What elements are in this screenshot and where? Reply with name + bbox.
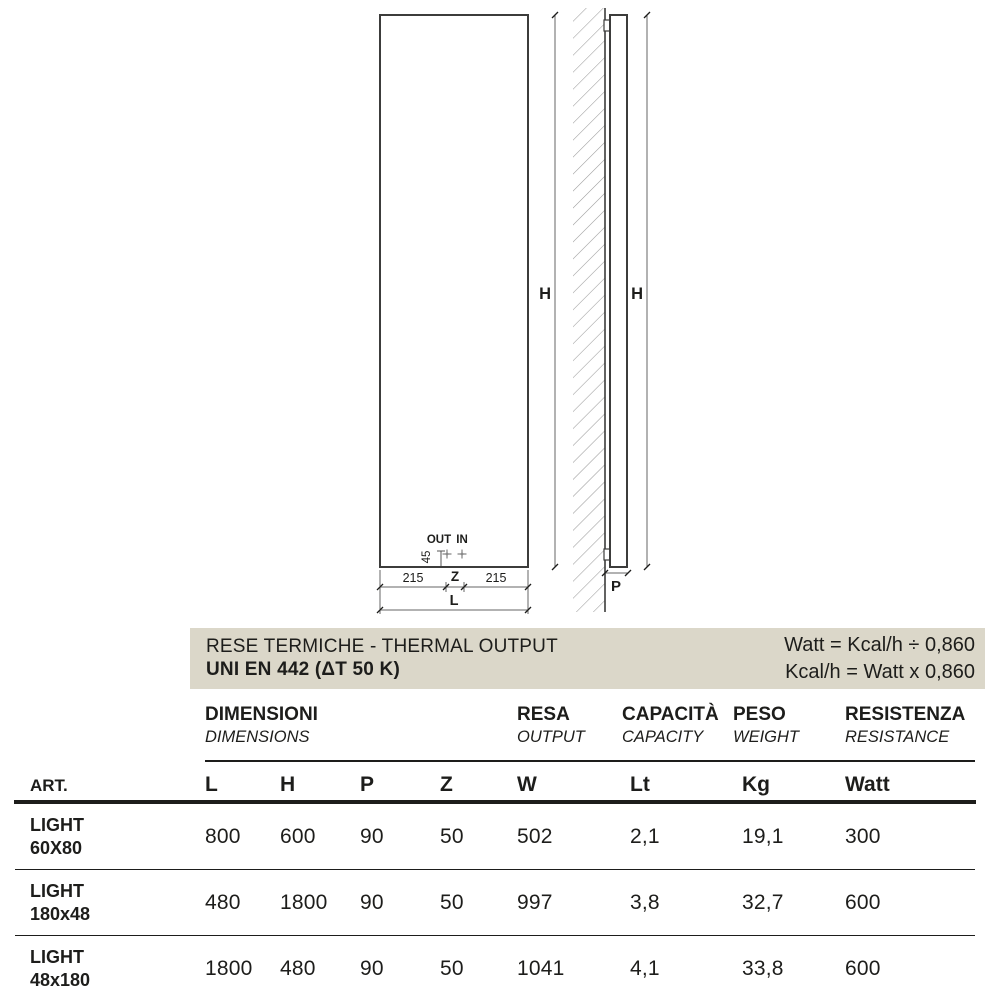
cell-h: 480: [280, 956, 316, 980]
table-group-headers: DIMENSIONI DIMENSIONS RESA OUTPUT CAPACI…: [15, 703, 975, 748]
group-header-en: RESISTANCE: [845, 728, 950, 746]
technical-drawing: OUT IN 45: [376, 8, 651, 614]
group-header-en: OUTPUT: [517, 728, 585, 746]
cell-z: 50: [440, 824, 464, 848]
dim-h-front: [551, 11, 559, 571]
table-top-rule: [14, 800, 976, 804]
radiator-side-view: [609, 14, 628, 568]
column-header-z: Z: [440, 773, 453, 796]
art-name-line2: 48x180: [30, 969, 91, 990]
cell-watt: 300: [845, 824, 881, 848]
cell-p: 90: [360, 956, 384, 980]
dim-l-label: L: [450, 593, 459, 609]
group-header-capacity: CAPACITÀ CAPACITY: [622, 703, 742, 748]
group-header-it: RESISTENZA: [845, 704, 966, 725]
group-header-output: RESA OUTPUT: [517, 703, 630, 748]
dim-z-label: Z: [451, 569, 459, 584]
cell-h: 1800: [280, 890, 328, 914]
table-row: LIGHT 60X80 800 600 90 50 502 2,1 19,1 3…: [15, 804, 975, 870]
column-header-l: L: [205, 773, 218, 796]
group-header-weight: PESO WEIGHT: [733, 703, 845, 748]
art-name-line2: 180x48: [30, 903, 91, 924]
dim-45: [437, 550, 445, 566]
group-header-it: PESO: [733, 704, 786, 725]
table-row: LIGHT 48x180 1800 480 90 50 1041 4,1 33,…: [15, 937, 975, 1000]
group-header-en: WEIGHT: [733, 728, 799, 746]
cell-kg: 32,7: [742, 890, 784, 914]
art-name: LIGHT 60X80: [15, 814, 205, 860]
cell-lt: 2,1: [630, 824, 660, 848]
group-header-dimensions: DIMENSIONI DIMENSIONS: [205, 703, 517, 748]
art-name-line1: LIGHT: [30, 880, 84, 901]
column-header-art: ART.: [30, 776, 68, 795]
band-titles: RESE TERMICHE - THERMAL OUTPUT UNI EN 44…: [206, 635, 558, 681]
thermal-output-band: RESE TERMICHE - THERMAL OUTPUT UNI EN 44…: [190, 628, 985, 689]
valve-icon: [442, 549, 452, 559]
dim-215-left-label: 215: [403, 571, 424, 585]
art-name-line1: LIGHT: [30, 814, 84, 835]
cell-l: 480: [205, 890, 241, 914]
cell-p: 90: [360, 890, 384, 914]
art-name-line2: 60X80: [30, 837, 83, 858]
cell-w: 502: [517, 824, 553, 848]
group-header-en: CAPACITY: [622, 728, 704, 746]
cell-w: 1041: [517, 956, 565, 980]
dim-h-side-label: H: [631, 285, 643, 303]
wall-hatch: [573, 8, 605, 612]
dim-215-right-label: 215: [486, 571, 507, 585]
art-name: LIGHT 180x48: [15, 880, 205, 926]
group-header-it: RESA: [517, 704, 570, 725]
table-row: LIGHT 180x48 480 1800 90 50 997 3,8 32,7…: [15, 870, 975, 936]
group-header-en: DIMENSIONS: [205, 728, 310, 746]
column-header-lt: Lt: [630, 773, 650, 796]
cell-w: 997: [517, 890, 553, 914]
valve-icon: [457, 549, 467, 559]
dim-p-label: P: [611, 578, 621, 595]
cell-kg: 19,1: [742, 824, 784, 848]
art-name-line1: LIGHT: [30, 946, 84, 967]
dim-h-side: [643, 11, 651, 571]
in-label: IN: [456, 534, 468, 546]
out-label: OUT: [427, 534, 451, 546]
band-title-line1: RESE TERMICHE - THERMAL OUTPUT: [206, 636, 558, 657]
cell-watt: 600: [845, 890, 881, 914]
cell-h: 600: [280, 824, 316, 848]
cell-lt: 3,8: [630, 890, 660, 914]
formula-line1: Watt = Kcal/h ÷ 0,860: [784, 634, 975, 656]
column-header-w: W: [517, 773, 537, 796]
group-header-resistance: RESISTENZA RESISTANCE: [845, 703, 975, 748]
dim-p: [601, 569, 632, 577]
cell-z: 50: [440, 956, 464, 980]
group-header-it: DIMENSIONI: [205, 704, 318, 725]
column-header-kg: Kg: [742, 773, 770, 796]
dim-l: [376, 606, 532, 614]
dim-45-label: 45: [421, 551, 433, 564]
art-name: LIGHT 48x180: [15, 946, 205, 992]
cell-l: 800: [205, 824, 241, 848]
column-header-watt: Watt: [845, 773, 890, 796]
band-title-line2: UNI EN 442 (ΔT 50 K): [206, 659, 400, 680]
dim-215-z-215: [376, 570, 532, 614]
cell-p: 90: [360, 824, 384, 848]
cell-kg: 33,8: [742, 956, 784, 980]
band-formulas: Watt = Kcal/h ÷ 0,860 Kcal/h = Watt x 0,…: [784, 632, 975, 686]
table-column-headers: ART. L H P Z W Lt Kg Watt: [15, 768, 975, 798]
cell-z: 50: [440, 890, 464, 914]
group-header-it: CAPACITÀ: [622, 704, 719, 725]
cell-l: 1800: [205, 956, 253, 980]
cell-lt: 4,1: [630, 956, 660, 980]
column-header-p: P: [360, 773, 375, 796]
dim-h-front-label: H: [539, 285, 551, 303]
column-header-h: H: [280, 773, 296, 796]
header-divider-line: [205, 760, 975, 762]
cell-watt: 600: [845, 956, 881, 980]
radiator-front-view: [379, 14, 529, 568]
formula-line2: Kcal/h = Watt x 0,860: [785, 661, 975, 683]
